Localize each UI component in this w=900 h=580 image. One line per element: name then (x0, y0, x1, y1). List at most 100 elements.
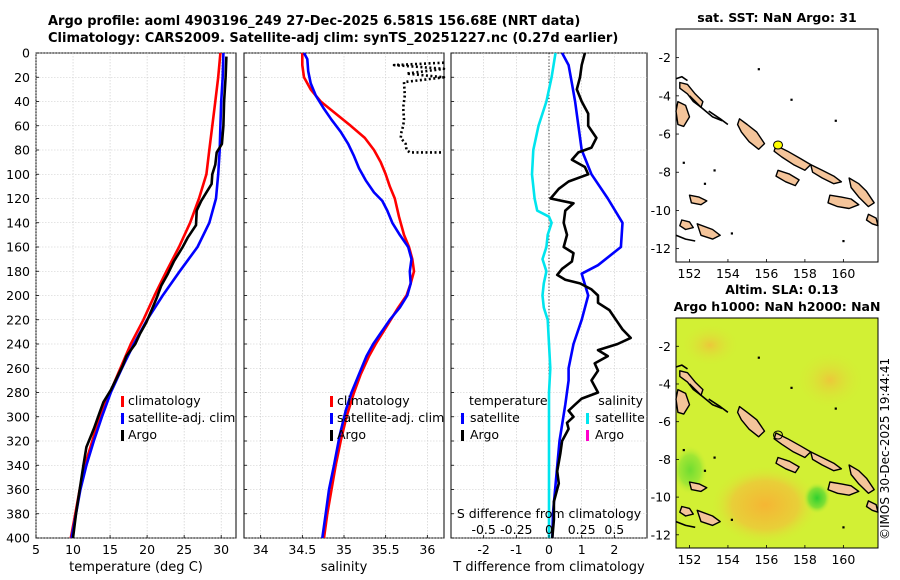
difference-series (530, 52, 633, 539)
difference-legend-temperature: temperature satellite Argo (461, 393, 548, 442)
y-tick-label: 60 (14, 118, 30, 133)
map-x-tick-label: 160 (831, 266, 855, 281)
islet (730, 232, 733, 235)
y-tick-label: 320 (6, 434, 30, 449)
y-tick-label: 200 (6, 288, 30, 303)
legend-title-salinity: salinity (598, 393, 643, 408)
map-y-tick-label: -2 (659, 339, 671, 354)
map-x-tick-label: 156 (754, 266, 778, 281)
series-line-salinity-satellite (530, 52, 557, 538)
map-y-tick-label: -6 (659, 127, 672, 142)
y-tick-label: 240 (6, 337, 30, 352)
land-woodlark (688, 194, 708, 206)
series-line-satellite-adj-clim (302, 52, 413, 539)
legend-label-satellite: satellite-adj. clim (337, 410, 444, 425)
map-y-tick-label: -4 (659, 376, 672, 391)
coastline (708, 110, 729, 126)
y-tick-label: 360 (6, 482, 30, 497)
y-tick-label: 160 (6, 240, 30, 255)
sla-map-title-2: Argo h1000: NaN h2000: NaN (674, 299, 881, 314)
sst-map-title: sat. SST: NaN Argo: 31 (697, 10, 856, 25)
argo-position-marker (773, 430, 783, 440)
salinity-xlabel: salinity (321, 560, 368, 575)
x-tick-label: 36 (419, 542, 435, 557)
temperature-ticks: 0 20 40 60 80 100 120 140 160 180 200 220 240 260 280 3… (6, 46, 229, 558)
sla-cool-anomaly (803, 482, 831, 514)
map-x-tick-label: 154 (716, 552, 740, 567)
coastline (675, 520, 696, 529)
temperature-series (69, 52, 228, 539)
legend-label-climatology: climatology (337, 393, 410, 408)
islet (757, 356, 760, 359)
land-santa-isabel (810, 451, 843, 472)
x-tick-label: 34 (253, 542, 269, 557)
land-new-georgia (775, 456, 800, 474)
y-tick-label: 400 (6, 531, 30, 546)
islet (713, 456, 716, 459)
map-y-tick-label: -8 (659, 165, 672, 180)
coastline (675, 234, 696, 242)
map-x-tick-label: 158 (793, 552, 817, 567)
x-tick-label: 25 (176, 542, 192, 557)
map-y-tick-label: -10 (651, 203, 671, 218)
legend-swatch-satellite (330, 413, 333, 424)
map-y-tick-label: -10 (651, 490, 671, 505)
sst-map-ticks: 152 154 156 158 160 -2 -4 -6 -8 -10 -12 (651, 50, 856, 281)
legend-swatch-t-satellite (461, 413, 464, 424)
islet (713, 169, 716, 172)
salinity-grid (244, 52, 444, 539)
difference-ticks: -2 -1 0 1 2 -0.5 -0.25 0 0.25 0.5 (451, 52, 624, 557)
legend-label-climatology: climatology (128, 393, 201, 408)
y-tick-label: 40 (14, 94, 30, 109)
sst-map-panel: sat. SST: NaN Argo: 31 152 154 156 158 160 -2… (651, 10, 879, 281)
map-y-tick-label: -12 (651, 527, 671, 542)
y-tick-label: 180 (6, 264, 30, 279)
plot-title-line2: Climatology: CARS2009. Satellite-adj cli… (48, 31, 619, 46)
plot-title-line1: Argo profile: aoml 4903196_249 27-Dec-20… (48, 14, 581, 29)
imos-timestamp: ©IMOS 30-Dec-2025 19:44:41 (878, 357, 892, 540)
legend-swatch-s-argo (586, 430, 589, 441)
islet (842, 526, 845, 529)
series-line-satellite-adj-clim (70, 52, 225, 539)
y-tick-label: 80 (14, 143, 30, 158)
land-tagula (696, 223, 721, 240)
legend-label-s-satellite: satellite (595, 410, 645, 425)
y-tick-label: 120 (6, 191, 30, 206)
series-line-climatology (69, 52, 222, 539)
map-x-tick-label: 154 (716, 266, 740, 281)
sla-warm-anomaly (710, 465, 820, 545)
x-tick-label: -2 (477, 542, 489, 557)
map-y-tick-label: -4 (659, 88, 672, 103)
temperature-grid (35, 52, 236, 539)
land-tagula (696, 509, 721, 527)
salinity-legend: climatology satellite-adj. clim Argo (330, 393, 444, 442)
temperature-legend: climatology satellite-adj. clim Argo (121, 393, 235, 442)
salinity-panel: 34 34.5 35 35.5 36 salinity climatology sate… (243, 52, 446, 575)
y-tick-label: 280 (6, 385, 30, 400)
x-tick-label: 5 (32, 542, 40, 557)
map-x-tick-label: 152 (678, 552, 702, 567)
islet (703, 182, 707, 185)
sla-map-coastline (675, 356, 879, 529)
land-choiseul (773, 432, 812, 459)
x-tick-label: 35.5 (372, 542, 400, 557)
land-guadalcanal (827, 481, 860, 496)
x-tick-label: 34.5 (288, 542, 316, 557)
x-tick-label: -1 (510, 542, 522, 557)
sla-cool-anomaly (676, 445, 708, 495)
land-new-britain (675, 100, 691, 128)
y-tick-label: 20 (14, 70, 30, 85)
land-bougainville (736, 118, 766, 151)
x-tick-label: 10 (65, 542, 81, 557)
x-tick-label: 35 (336, 542, 352, 557)
land-bougainville (736, 405, 766, 438)
salinity-series (300, 52, 446, 539)
sst-map-coastline (675, 68, 879, 243)
legend-swatch-satellite (121, 413, 124, 424)
argo-position-marker (773, 140, 783, 150)
land-misima (679, 219, 694, 231)
land-new-britain (675, 388, 691, 415)
x-tick-label: 2 (610, 542, 618, 557)
salinity-ticks: 34 34.5 35 35.5 36 (244, 52, 435, 557)
sla-map-box (675, 317, 879, 549)
